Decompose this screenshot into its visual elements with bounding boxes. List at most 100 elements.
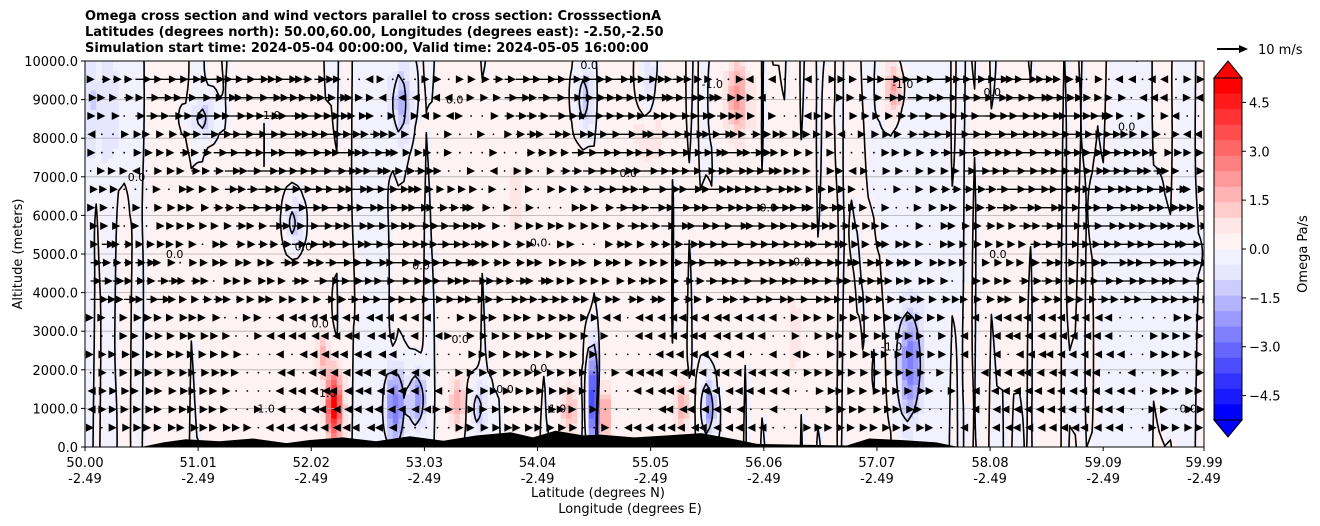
- omega-cell: [666, 355, 674, 361]
- omega-cell: [1108, 393, 1116, 400]
- omega-cell: [605, 432, 612, 438]
- omega-cell: [873, 403, 881, 409]
- omega-cell: [582, 427, 590, 434]
- omega-cell: [1008, 379, 1015, 385]
- omega-cell: [957, 432, 965, 438]
- omega-cell: [896, 345, 903, 352]
- omega-cell: [689, 364, 696, 371]
- omega-cell: [812, 379, 819, 385]
- omega-cell: [885, 331, 892, 337]
- omega-cell: [241, 374, 248, 381]
- omega-cell: [616, 326, 623, 332]
- omega-cell: [633, 403, 640, 409]
- omega-cell: [1002, 355, 1009, 361]
- omega-cell: [717, 389, 724, 395]
- omega-cell: [1159, 418, 1166, 424]
- omega-cell: [706, 360, 713, 366]
- omega-cell: [946, 355, 953, 361]
- omega-cell: [1013, 437, 1020, 443]
- omega-cell: [521, 331, 528, 337]
- omega-cell: [605, 418, 612, 424]
- omega-cell: [633, 355, 640, 361]
- omega-cell: [1170, 437, 1177, 443]
- omega-cell: [213, 336, 220, 342]
- omega-cell: [924, 355, 931, 361]
- omega-cell: [795, 379, 802, 385]
- omega-cell: [789, 403, 797, 409]
- omega-cell: [146, 326, 153, 332]
- omega-cell: [521, 326, 528, 332]
- omega-cell: [907, 374, 914, 381]
- omega-cell: [163, 355, 170, 361]
- omega-cell: [1069, 374, 1076, 381]
- omega-cell: [409, 374, 416, 381]
- omega-cell: [213, 340, 220, 347]
- omega-cell: [319, 422, 327, 429]
- omega-cell: [1036, 350, 1043, 356]
- omega-cell: [1170, 340, 1177, 347]
- omega-cell: [314, 379, 321, 385]
- omega-cell: [655, 360, 662, 366]
- omega-cell: [801, 393, 808, 400]
- omega-cell: [728, 398, 735, 405]
- omega-cell: [666, 398, 674, 405]
- omega-cell: [140, 340, 148, 347]
- omega-cell: [1159, 413, 1166, 419]
- omega-cell: [336, 369, 343, 376]
- omega-cell: [499, 393, 506, 400]
- omega-cell: [258, 427, 265, 434]
- omega-cell: [1092, 340, 1099, 347]
- omega-cell: [577, 331, 584, 337]
- omega-cell: [879, 393, 886, 400]
- omega-cell: [739, 360, 746, 366]
- omega-cell: [471, 345, 478, 352]
- omega-cell: [140, 398, 148, 405]
- omega-cell: [991, 331, 998, 337]
- omega-cell: [314, 427, 321, 434]
- omega-cell: [168, 393, 176, 400]
- omega-cell: [957, 427, 965, 434]
- omega-cell: [219, 432, 226, 438]
- omega-cell: [549, 393, 556, 400]
- omega-cell: [767, 350, 774, 356]
- omega-cell: [264, 408, 271, 414]
- omega-cell: [756, 403, 763, 409]
- omega-cell: [935, 422, 942, 429]
- omega-cell: [672, 398, 679, 405]
- omega-cell: [778, 331, 785, 337]
- omega-cell: [1097, 360, 1104, 366]
- omega-cell: [180, 427, 187, 434]
- omega-cell: [722, 326, 730, 332]
- omega-cell: [577, 418, 584, 424]
- omega-cell: [706, 326, 713, 332]
- omega-cell: [135, 364, 142, 371]
- omega-cell: [202, 427, 209, 434]
- omega-cell: [409, 398, 416, 405]
- omega-cell: [1086, 345, 1093, 352]
- omega-cell: [722, 374, 730, 381]
- omega-cell: [236, 336, 243, 342]
- omega-cell: [543, 393, 550, 400]
- omega-cell: [286, 418, 293, 424]
- omega-cell: [364, 374, 371, 381]
- omega-cell: [773, 340, 780, 347]
- omega-cell: [532, 398, 539, 405]
- omega-cell: [129, 326, 136, 332]
- omega-cell: [359, 374, 366, 381]
- omega-cell: [292, 437, 299, 443]
- omega-cell: [672, 384, 679, 390]
- omega-cell: [661, 398, 668, 405]
- omega-cell: [1142, 422, 1149, 429]
- omega-cell: [219, 422, 226, 429]
- omega-cell: [196, 418, 204, 424]
- omega-cell: [678, 403, 685, 409]
- omega-cell: [711, 360, 718, 366]
- omega-cell: [364, 384, 371, 390]
- omega-cell: [236, 418, 243, 424]
- omega-cell: [571, 422, 578, 429]
- omega-cell: [85, 437, 92, 443]
- omega-cell: [806, 408, 813, 414]
- omega-cell: [655, 403, 662, 409]
- omega-cell: [118, 326, 125, 332]
- omega-cell: [952, 432, 959, 438]
